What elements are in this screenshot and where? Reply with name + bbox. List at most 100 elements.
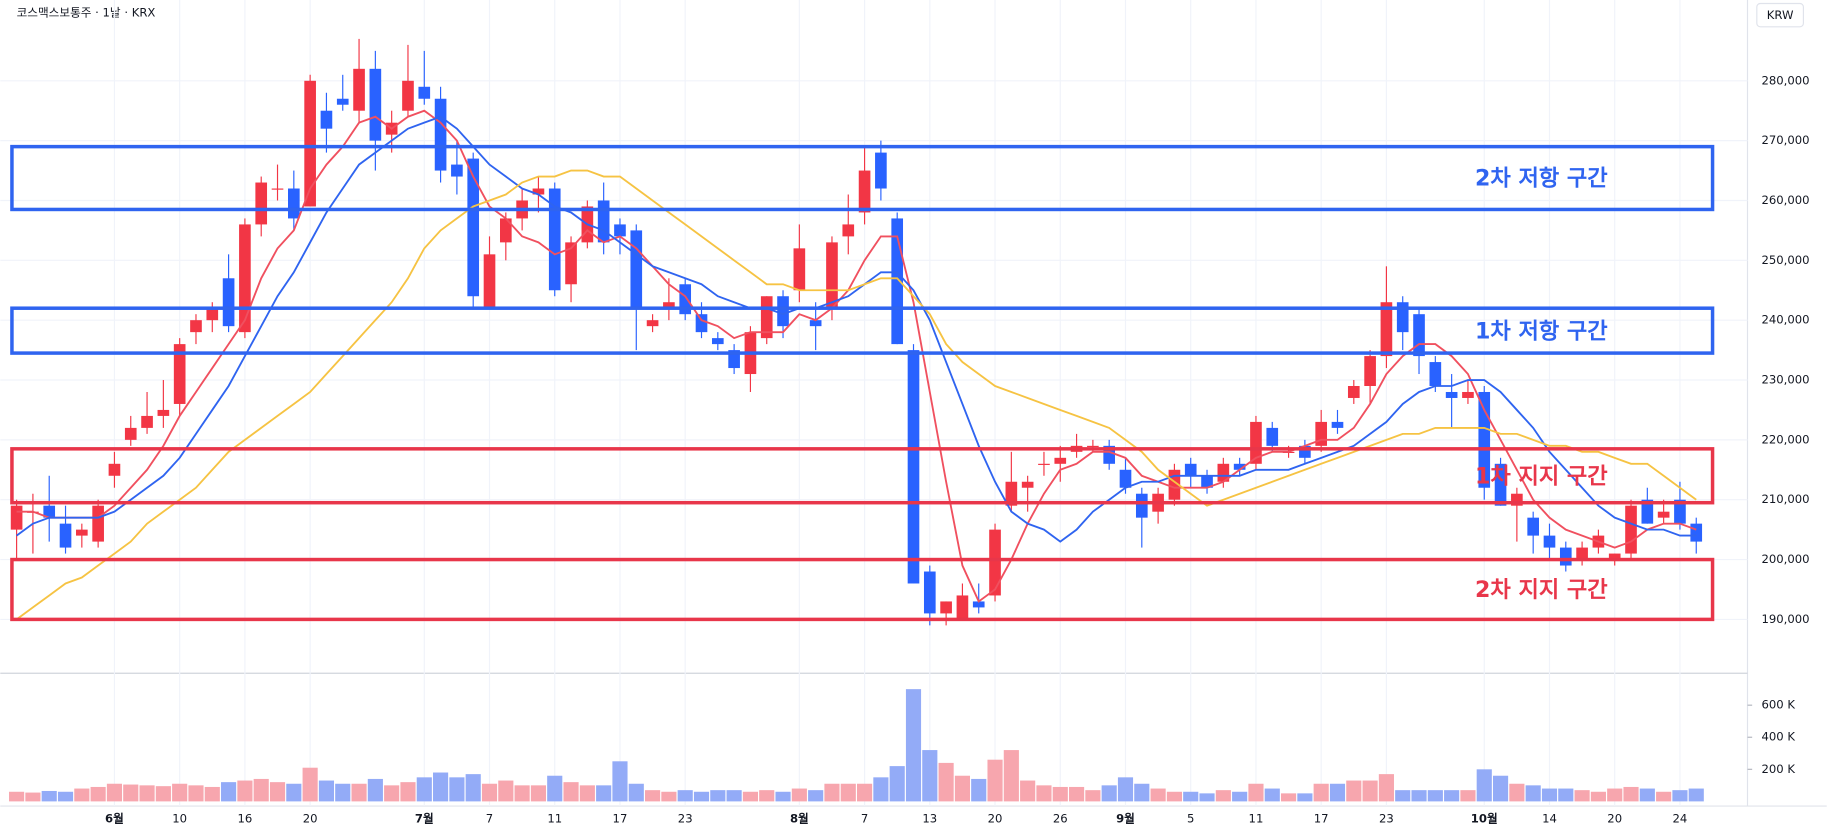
zone-box bbox=[10, 557, 1715, 622]
volume-bar bbox=[791, 788, 807, 802]
y-tick-label: 200,000 bbox=[1761, 552, 1809, 566]
x-tick-label: 7월 bbox=[415, 811, 434, 825]
volume-bar bbox=[1362, 780, 1378, 802]
candle-body bbox=[989, 529, 1001, 596]
volume-bar bbox=[416, 777, 432, 802]
y-tick-label: 230,000 bbox=[1761, 373, 1809, 387]
candle-body bbox=[907, 350, 920, 584]
candle-body bbox=[956, 595, 969, 620]
volume-bar bbox=[481, 783, 498, 802]
candle-body bbox=[1559, 547, 1572, 566]
volume-bar bbox=[57, 791, 74, 802]
candle-body bbox=[1250, 421, 1262, 464]
volume-bar bbox=[1069, 786, 1085, 802]
volume-bar bbox=[563, 782, 579, 802]
candle-body bbox=[809, 320, 822, 327]
x-tick-label: 8월 bbox=[790, 811, 809, 825]
candle-body bbox=[614, 224, 626, 237]
volume-bar bbox=[41, 790, 57, 802]
volume-bar bbox=[188, 785, 204, 802]
candle-body bbox=[695, 314, 708, 333]
candle-body bbox=[1608, 553, 1621, 560]
volume-bar bbox=[530, 785, 547, 802]
candle-body bbox=[1299, 445, 1311, 458]
candle-body bbox=[1266, 427, 1279, 446]
volume-bar bbox=[1378, 774, 1394, 802]
y-tick-label: 280,000 bbox=[1761, 73, 1809, 87]
volume-bar bbox=[742, 791, 758, 802]
volume-bar bbox=[139, 785, 155, 802]
volume-bar bbox=[775, 791, 791, 802]
candle-body bbox=[1429, 362, 1442, 387]
candle-body bbox=[418, 86, 431, 99]
candle-body bbox=[1038, 463, 1050, 465]
moving-average-line bbox=[16, 109, 1697, 603]
volume-bar bbox=[873, 777, 889, 802]
volume-bar bbox=[155, 786, 171, 802]
volume-bar bbox=[547, 775, 563, 802]
candle-body bbox=[157, 409, 170, 416]
zone-box bbox=[10, 306, 1715, 355]
y-tick-label: 260,000 bbox=[1761, 193, 1809, 207]
candle-body bbox=[923, 571, 936, 614]
x-tick-label: 20 bbox=[988, 811, 1003, 825]
y-tick-label: 220,000 bbox=[1761, 432, 1809, 446]
candle-body bbox=[1054, 457, 1067, 464]
volume-bar bbox=[172, 783, 188, 802]
candle-body bbox=[875, 152, 887, 189]
volume-bar bbox=[367, 778, 383, 802]
volume-bar bbox=[1395, 790, 1411, 802]
x-tick-label: 16 bbox=[238, 811, 253, 825]
volume-bar bbox=[1329, 783, 1346, 802]
x-tick-label: 20 bbox=[1607, 811, 1622, 825]
candle-body bbox=[1674, 499, 1686, 524]
volume-bar bbox=[465, 774, 481, 802]
candle-body bbox=[353, 68, 365, 111]
currency-button[interactable] bbox=[1756, 2, 1804, 28]
x-tick-label: 11 bbox=[547, 811, 562, 825]
volume-bar bbox=[1460, 790, 1476, 802]
volume-bar bbox=[1623, 786, 1639, 802]
x-tick-label: 14 bbox=[1542, 811, 1557, 825]
volume-bar bbox=[1003, 750, 1019, 802]
candle-body bbox=[239, 224, 251, 333]
candle-body bbox=[1087, 445, 1099, 448]
candle-body bbox=[124, 427, 137, 440]
candle-body bbox=[271, 188, 284, 190]
volume-bar bbox=[1444, 790, 1460, 802]
zone-box bbox=[10, 447, 1715, 505]
volume-bar bbox=[1199, 793, 1215, 802]
x-tick-label: 7 bbox=[861, 811, 868, 825]
candle-body bbox=[972, 601, 985, 608]
volume-bar bbox=[302, 767, 318, 802]
volume-bar bbox=[1297, 793, 1313, 802]
candle-body bbox=[793, 248, 806, 291]
candle-body bbox=[630, 230, 643, 309]
volume-bar bbox=[693, 791, 710, 802]
candle-body bbox=[1021, 481, 1034, 488]
volume-bar bbox=[498, 780, 514, 802]
candle-body bbox=[777, 296, 789, 327]
volume-bar bbox=[971, 778, 987, 802]
volume-bar bbox=[1525, 785, 1541, 802]
volume-tick-label: 600 K bbox=[1761, 698, 1795, 712]
candle-body bbox=[92, 505, 104, 542]
volume-bar bbox=[237, 780, 253, 802]
candle-body bbox=[548, 188, 561, 291]
volume-bar bbox=[726, 790, 742, 802]
volume-bar bbox=[1607, 788, 1623, 802]
candle-body bbox=[663, 302, 675, 309]
x-tick-label: 11 bbox=[1249, 811, 1264, 825]
volume-bar bbox=[579, 785, 595, 802]
x-tick-label: 23 bbox=[1379, 811, 1394, 825]
volume-bar bbox=[824, 783, 840, 802]
volume-bar bbox=[25, 792, 41, 802]
currency-label[interactable]: KRW bbox=[1767, 8, 1794, 22]
x-tick-label: 17 bbox=[1314, 811, 1329, 825]
volume-bar bbox=[1232, 791, 1248, 802]
volume-bar bbox=[628, 783, 644, 802]
volume-bar bbox=[1574, 790, 1590, 802]
candle-body bbox=[1494, 463, 1507, 506]
x-tick-label: 24 bbox=[1673, 811, 1688, 825]
